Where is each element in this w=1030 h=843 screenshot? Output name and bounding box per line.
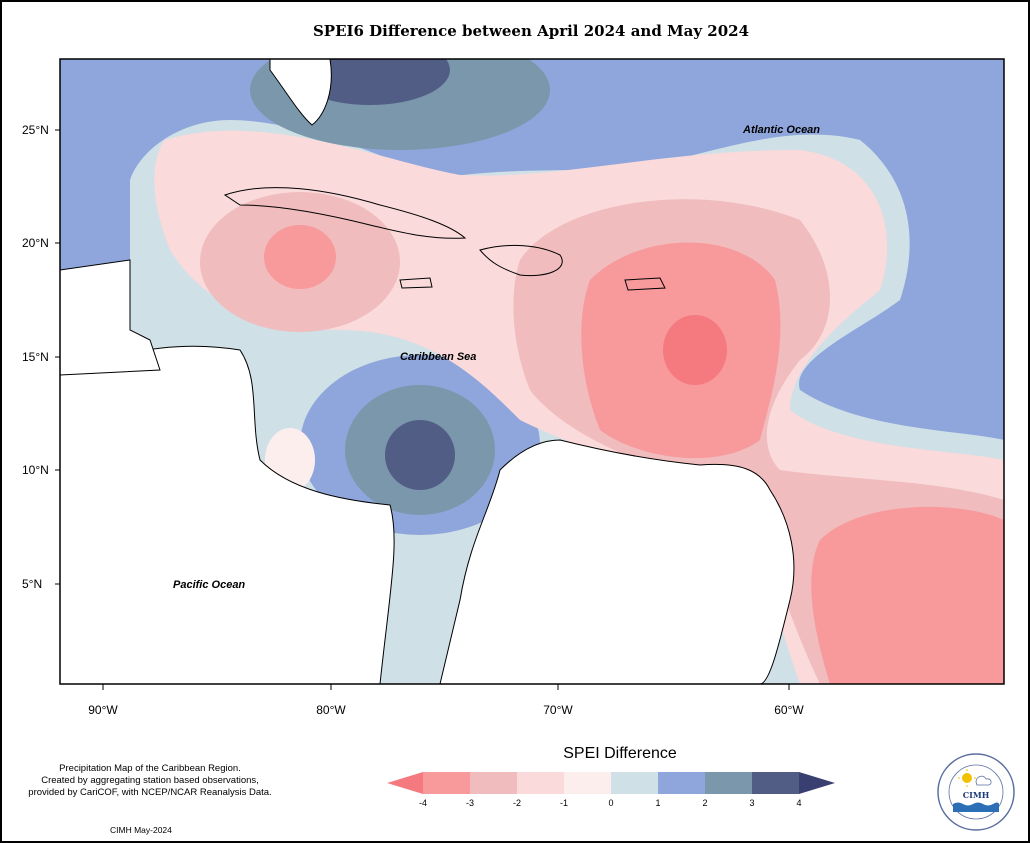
map-caption: Precipitation Map of the Caribbean Regio… [10, 763, 290, 799]
legend-swatch [470, 772, 517, 794]
island-hispaniola [479, 244, 563, 277]
land-south-america [439, 439, 795, 684]
lon-tick-60: 60°W [774, 703, 804, 717]
caption-line-3: provided by CariCOF, with NCEP/NCAR Rean… [28, 787, 272, 798]
legend-tick-label: 4 [796, 798, 802, 808]
lon-tick-90: 90°W [88, 703, 118, 717]
lat-tick-5: 5°N [22, 577, 43, 591]
island-jamaica [399, 277, 433, 289]
cimh-logo: CIMH [937, 753, 1015, 831]
legend-tick-label: 3 [749, 798, 755, 808]
svg-text:CIMH: CIMH [963, 790, 990, 800]
axis-ticks [55, 129, 790, 690]
island-florida [269, 59, 332, 126]
lon-tick-70: 70°W [543, 703, 573, 717]
legend-swatch [658, 772, 705, 794]
wet-peak-caribbean [385, 420, 455, 490]
land-mexico [60, 259, 161, 376]
spei-field [60, 59, 1004, 684]
lat-tick-15: 15°N [22, 350, 49, 364]
dry-core-cuba [264, 225, 336, 289]
legend-arrow-high [799, 772, 835, 794]
legend-colorbar [387, 772, 835, 794]
legend-swatch [752, 772, 799, 794]
lon-tick-80: 80°W [316, 703, 346, 717]
atlantic-ocean-label: Atlantic Ocean [743, 124, 821, 136]
dry-peak-east [663, 315, 727, 385]
lat-tick-20: 20°N [22, 236, 49, 250]
legend-tick-label: -4 [418, 798, 427, 808]
legend-tick-label: -2 [512, 798, 521, 808]
land-central-america [60, 345, 395, 684]
lat-tick-10: 10°N [22, 463, 49, 477]
map-title: SPEI6 Difference between April 2024 and … [312, 22, 750, 40]
legend-tick-label: 2 [702, 798, 708, 808]
legend-tick-label: -3 [465, 798, 474, 808]
island-puerto-rico [624, 277, 666, 291]
pacific-ocean-label: Pacific Ocean [173, 579, 246, 591]
island-cuba [223, 187, 467, 239]
dry-core-guianas [811, 506, 1004, 684]
credit-text: CIMH May-2024 [110, 825, 172, 835]
legend-swatch [564, 772, 611, 794]
caption-line-1: Precipitation Map of the Caribbean Regio… [59, 763, 241, 774]
legend-tick-label: 0 [608, 798, 614, 808]
caption-line-2: Created by aggregating station based obs… [41, 775, 259, 786]
lat-tick-25: 25°N [22, 123, 49, 137]
legend-tick-label: -1 [559, 798, 568, 808]
caribbean-sea-label: Caribbean Sea [400, 351, 477, 363]
legend-tick-label: 1 [655, 798, 661, 808]
legend-swatch [517, 772, 564, 794]
legend-swatch [423, 772, 470, 794]
legend-arrow-low [387, 772, 423, 794]
legend-swatch [611, 772, 658, 794]
map-border [59, 58, 1005, 685]
legend-title: SPEI Difference [563, 745, 677, 762]
wet-zone-north [60, 59, 1004, 440]
legend-swatch [705, 772, 752, 794]
